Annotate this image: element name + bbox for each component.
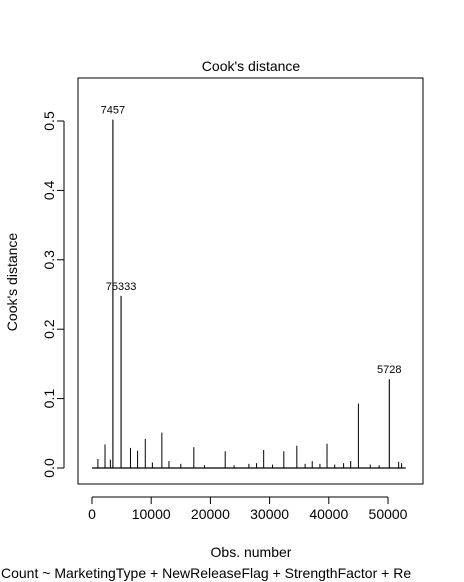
chart-title: Cook's distance bbox=[202, 58, 301, 74]
x-tick-label-5: 50000 bbox=[369, 506, 408, 522]
model-formula: Count ~ MarketingType + NewReleaseFlag +… bbox=[1, 565, 411, 581]
y-axis: 0.0 0.1 0.2 0.3 0.4 0.5 bbox=[41, 111, 65, 478]
x-tick-label-3: 30000 bbox=[250, 506, 289, 522]
y-tick-label-3: 0.3 bbox=[41, 250, 57, 270]
x-tick-label-0: 0 bbox=[88, 506, 96, 522]
bars-group bbox=[92, 119, 406, 469]
y-tick-label-0: 0.0 bbox=[41, 458, 57, 478]
y-tick-label-4: 0.4 bbox=[41, 180, 57, 200]
point-label-75333: 75333 bbox=[106, 281, 137, 293]
point-label-7457: 7457 bbox=[101, 105, 125, 117]
x-axis-label: Obs. number bbox=[211, 544, 292, 560]
x-axis: 0 10000 20000 30000 40000 50000 bbox=[88, 496, 408, 522]
y-tick-label-5: 0.5 bbox=[41, 111, 57, 131]
y-axis-label: Cook's distance bbox=[4, 233, 20, 332]
point-label-5728: 5728 bbox=[377, 364, 401, 376]
x-tick-label-2: 20000 bbox=[191, 506, 230, 522]
point-labels-group: 7457 75333 5728 bbox=[101, 105, 402, 377]
x-tick-label-1: 10000 bbox=[132, 506, 171, 522]
y-tick-label-1: 0.1 bbox=[41, 389, 57, 409]
y-tick-label-2: 0.2 bbox=[41, 319, 57, 339]
x-tick-label-4: 40000 bbox=[309, 506, 348, 522]
plot-frame bbox=[77, 77, 424, 485]
